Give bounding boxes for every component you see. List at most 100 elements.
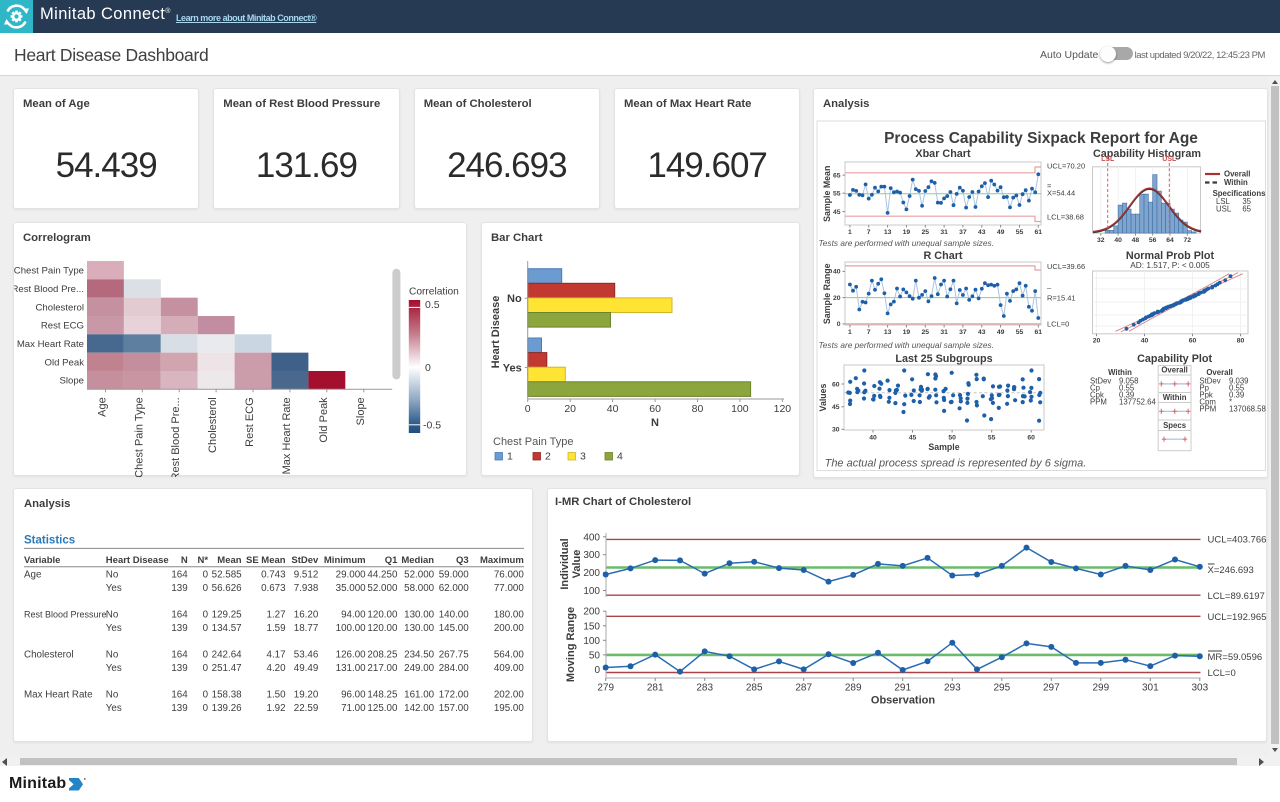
- svg-text:7.938: 7.938: [294, 583, 319, 594]
- svg-text:130.00: 130.00: [404, 623, 435, 634]
- svg-text:Old Peak: Old Peak: [318, 397, 330, 443]
- svg-text:Yes: Yes: [503, 362, 522, 374]
- svg-text:120.00: 120.00: [367, 610, 398, 621]
- svg-text:409.00: 409.00: [494, 663, 525, 674]
- svg-text:303: 303: [1191, 683, 1208, 694]
- svg-text:LCL=38.68: LCL=38.68: [1047, 213, 1084, 222]
- svg-text:0: 0: [203, 583, 209, 594]
- svg-text:195.00: 195.00: [494, 703, 525, 714]
- svg-text:564.00: 564.00: [494, 650, 525, 661]
- svg-text:0.5: 0.5: [425, 299, 440, 311]
- svg-text:126.00: 126.00: [336, 650, 367, 661]
- svg-text:125.00: 125.00: [367, 703, 398, 714]
- svg-text:Within: Within: [1163, 393, 1187, 402]
- svg-text:Pp: Pp: [1199, 384, 1209, 393]
- svg-text:295: 295: [993, 683, 1010, 694]
- svg-text:249.00: 249.00: [404, 663, 435, 674]
- svg-text:137752.64: 137752.64: [1119, 398, 1157, 407]
- svg-text:Moving Range: Moving Range: [565, 607, 577, 682]
- svg-text:400: 400: [583, 532, 600, 543]
- svg-text:35: 35: [1242, 197, 1251, 206]
- svg-text:PPM: PPM: [1090, 398, 1107, 407]
- svg-text:Median: Median: [401, 555, 434, 566]
- svg-text:161.00: 161.00: [404, 690, 435, 701]
- svg-text:0: 0: [203, 623, 209, 634]
- svg-text:0: 0: [203, 610, 209, 621]
- svg-text:Age: Age: [97, 397, 109, 417]
- svg-text:0.673: 0.673: [261, 583, 286, 594]
- svg-text:SE Mean: SE Mean: [246, 555, 286, 566]
- svg-text:*: *: [1229, 398, 1232, 407]
- svg-text:Tests are performed with unequ: Tests are performed with unequal sample …: [819, 238, 994, 248]
- svg-text:71.00: 71.00: [341, 703, 366, 714]
- svg-text:145.00: 145.00: [439, 623, 470, 634]
- svg-text:139: 139: [171, 703, 187, 714]
- svg-text:300: 300: [583, 550, 600, 561]
- svg-text:StDev: StDev: [291, 555, 319, 566]
- svg-text:37: 37: [959, 329, 967, 336]
- svg-text:MR=59.0596: MR=59.0596: [1208, 652, 1263, 663]
- svg-text:60: 60: [832, 381, 840, 388]
- svg-text:9.512: 9.512: [294, 570, 319, 581]
- svg-text:StDev: StDev: [1090, 377, 1111, 386]
- svg-text:Tests are performed with unequ: Tests are performed with unequal sample …: [819, 340, 994, 350]
- svg-text:Rest Blood Pre...: Rest Blood Pre...: [14, 284, 84, 295]
- svg-text:140.00: 140.00: [439, 610, 470, 621]
- svg-text:49.49: 49.49: [294, 663, 319, 674]
- svg-text:Within: Within: [1224, 178, 1248, 187]
- svg-text:No: No: [106, 570, 119, 581]
- svg-text:16.20: 16.20: [294, 610, 319, 621]
- svg-text:96.00: 96.00: [341, 690, 366, 701]
- svg-text:31: 31: [940, 229, 948, 236]
- svg-text:4.20: 4.20: [267, 663, 287, 674]
- svg-text:UCL=403.766: UCL=403.766: [1208, 535, 1267, 546]
- svg-text:62.000: 62.000: [439, 583, 470, 594]
- svg-text:20: 20: [833, 295, 841, 302]
- svg-text:R Chart: R Chart: [924, 250, 963, 262]
- svg-text:USL: USL: [1216, 205, 1232, 214]
- svg-text:The actual process spread is r: The actual process spread is represented…: [825, 458, 1087, 470]
- svg-text:1: 1: [848, 229, 852, 236]
- svg-text:60: 60: [1027, 435, 1035, 442]
- svg-text:Within: Within: [1108, 368, 1132, 377]
- svg-text:Age: Age: [24, 570, 42, 581]
- svg-text:0: 0: [525, 403, 531, 415]
- svg-text:0: 0: [837, 321, 841, 328]
- svg-text:Value: Value: [571, 550, 583, 579]
- svg-text:Variable: Variable: [24, 555, 60, 566]
- svg-text:Ppk: Ppk: [1199, 391, 1213, 400]
- svg-text:1: 1: [848, 329, 852, 336]
- svg-text:180.00: 180.00: [494, 610, 525, 621]
- svg-text:60: 60: [1189, 338, 1197, 345]
- svg-text:217.00: 217.00: [367, 663, 398, 674]
- svg-text:20: 20: [564, 403, 576, 415]
- svg-text:25: 25: [922, 329, 930, 336]
- svg-text:267.75: 267.75: [439, 650, 470, 661]
- svg-text:44.250: 44.250: [367, 570, 398, 581]
- svg-text:X=246.693: X=246.693: [1208, 565, 1254, 576]
- svg-text:172.00: 172.00: [439, 690, 470, 701]
- svg-text:Overall: Overall: [1224, 170, 1250, 179]
- svg-text:80: 80: [692, 403, 704, 415]
- svg-text:25: 25: [922, 229, 930, 236]
- svg-text:1: 1: [507, 451, 513, 463]
- svg-text:Statistics: Statistics: [24, 535, 75, 547]
- svg-text:100: 100: [583, 586, 600, 597]
- svg-text:4: 4: [617, 451, 623, 463]
- svg-text:Yes: Yes: [106, 623, 122, 634]
- svg-text:50: 50: [948, 435, 956, 442]
- svg-text:1.27: 1.27: [267, 610, 286, 621]
- svg-text:80: 80: [1237, 338, 1245, 345]
- svg-text:N*: N*: [198, 555, 209, 566]
- svg-text:137068.58: 137068.58: [1229, 405, 1266, 414]
- svg-text:0: 0: [203, 703, 209, 714]
- svg-text:45: 45: [832, 404, 840, 411]
- svg-text:No: No: [106, 690, 119, 701]
- svg-text:UCL=39.66: UCL=39.66: [1047, 262, 1085, 271]
- svg-text:Yes: Yes: [106, 703, 122, 714]
- svg-text:64: 64: [1166, 237, 1174, 244]
- svg-text:20: 20: [1093, 338, 1101, 345]
- svg-text:40: 40: [607, 403, 619, 415]
- svg-text:164: 164: [171, 570, 188, 581]
- svg-text:157.00: 157.00: [439, 703, 470, 714]
